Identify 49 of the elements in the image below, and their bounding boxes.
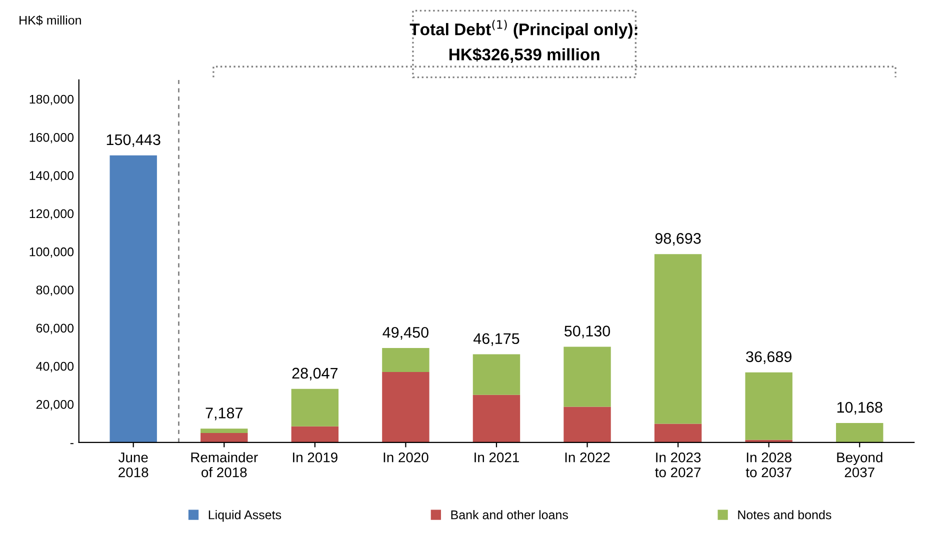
total-label: 50,130 bbox=[564, 326, 610, 338]
legend-label: Liquid Assets bbox=[208, 510, 282, 522]
total-label: 36,689 bbox=[746, 351, 792, 364]
bar bbox=[472, 354, 520, 395]
bar bbox=[291, 388, 339, 426]
y-tick-label: 140,000 bbox=[30, 171, 74, 182]
y-tick-label: 60,000 bbox=[36, 324, 74, 334]
bar bbox=[200, 428, 248, 434]
y-tick-label: 80,000 bbox=[36, 286, 74, 296]
bar bbox=[564, 406, 611, 442]
total-label: 46,175 bbox=[473, 333, 520, 346]
bar bbox=[382, 372, 430, 442]
y-tick-label: 180,000 bbox=[30, 94, 74, 106]
text: HK$326,539 million bbox=[449, 48, 600, 63]
legend-label: Bank and other loans bbox=[451, 510, 568, 520]
x-tick-label: In 2028 to 2037 bbox=[746, 452, 792, 478]
x-tick-label: Beyond 2037 bbox=[837, 452, 882, 478]
x-tick-label: In 2022 bbox=[565, 452, 610, 462]
y-tick-label: 160,000 bbox=[30, 132, 74, 144]
x-tick-label: In 2021 bbox=[474, 452, 519, 462]
bar bbox=[564, 346, 611, 407]
y-tick-label: 100,000 bbox=[30, 247, 74, 258]
total-label: 10,168 bbox=[837, 402, 882, 415]
bar bbox=[745, 372, 792, 440]
total-label: 150,443 bbox=[106, 134, 160, 147]
x-tick-label: In 2023 to 2027 bbox=[655, 452, 701, 478]
y-tick-label: 120,000 bbox=[30, 209, 74, 220]
y-tick-label: 20,000 bbox=[36, 400, 74, 410]
y-axis-title: HK$ million bbox=[20, 15, 81, 26]
total-label: 28,047 bbox=[292, 368, 338, 380]
bar bbox=[654, 254, 702, 424]
bar bbox=[110, 155, 157, 442]
total-label: 49,450 bbox=[382, 326, 428, 340]
bar bbox=[291, 426, 339, 442]
x-tick-label: June 2018 bbox=[118, 452, 148, 478]
x-tick-label: In 2019 bbox=[293, 452, 338, 462]
x-tick-label: In 2020 bbox=[384, 452, 428, 462]
y-tick-label: - bbox=[70, 443, 74, 444]
bar bbox=[836, 422, 884, 442]
y-tick-label: 40,000 bbox=[36, 362, 74, 372]
bar bbox=[654, 424, 702, 442]
legend-label: Notes and bonds bbox=[738, 510, 832, 520]
x-tick-label: Remainder of 2018 bbox=[191, 452, 258, 478]
bar bbox=[472, 394, 520, 442]
text: Total Debt$^{(1)}$ (Principal only): bbox=[410, 20, 638, 39]
bar bbox=[382, 348, 430, 372]
total-label: 7,187 bbox=[206, 408, 242, 420]
bar bbox=[200, 433, 248, 442]
total-label: 98,693 bbox=[655, 233, 701, 246]
